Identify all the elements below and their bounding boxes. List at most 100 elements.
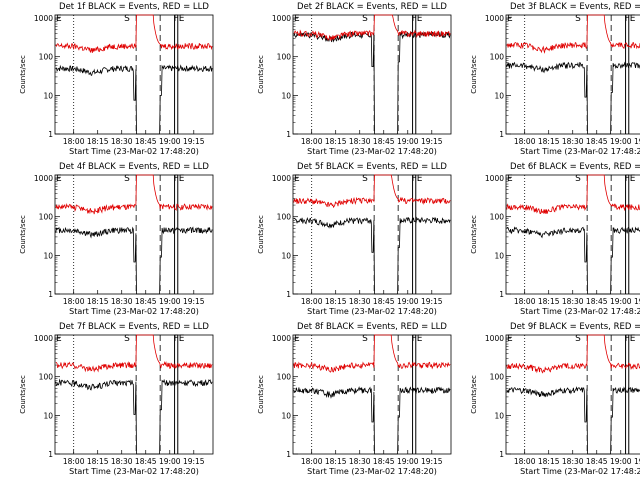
marker-label-fe: FE	[412, 14, 423, 24]
y-axis-label: Counts/sec	[257, 215, 265, 254]
x-tick-label: 19:15	[634, 297, 640, 306]
y-tick-label: 10	[494, 411, 504, 420]
x-tick-label: 18:00	[63, 457, 85, 466]
y-tick-label: 1	[48, 450, 53, 459]
x-tick-label: 18:15	[87, 137, 109, 146]
events-series-line	[506, 61, 640, 135]
marker-label-e: E	[294, 334, 300, 344]
events-series-line	[293, 386, 451, 455]
panel-title: Det 6f BLACK = Events, RED = LLD	[510, 162, 640, 172]
x-axis-label: Start Time (23-Mar-02 17:48:20)	[520, 147, 640, 156]
events-series-line	[55, 226, 213, 295]
marker-label-s: S	[362, 334, 368, 344]
marker-label-fe: FE	[174, 334, 185, 344]
x-tick-label: 18:30	[562, 137, 584, 146]
y-tick-label: 1	[499, 450, 504, 459]
marker-label-fe: FE	[625, 14, 636, 24]
y-tick-label: 100	[490, 53, 505, 62]
lld-series-line	[293, 14, 451, 41]
y-axis-label: Counts/sec	[470, 215, 478, 254]
x-tick-label: 19:15	[421, 457, 443, 466]
chart-panel: Det 9f BLACK = Events, RED = LLD 1 10 100 10…	[470, 322, 640, 476]
marker-label-e: E	[56, 174, 62, 184]
x-tick-label: 18:45	[586, 457, 608, 466]
x-tick-label: 18:15	[538, 137, 560, 146]
x-tick-label: 19:00	[610, 137, 632, 146]
events-series-line	[293, 31, 451, 135]
y-tick-label: 1	[286, 130, 291, 139]
y-tick-label: 10	[494, 91, 504, 100]
marker-label-fe: FE	[174, 14, 185, 24]
plot-frame	[292, 14, 452, 135]
y-axis-label: Counts/sec	[19, 55, 27, 94]
chart-panel: Det 5f BLACK = Events, RED = LLD 1 10 100 10…	[257, 162, 452, 316]
x-tick-label: 18:45	[586, 137, 608, 146]
y-tick-label: 1	[286, 450, 291, 459]
plot-frame	[505, 174, 640, 295]
marker-label-s: S	[362, 174, 368, 184]
lld-series-line	[293, 174, 451, 209]
x-tick-label: 18:30	[111, 457, 133, 466]
y-tick-label: 1000	[485, 334, 504, 343]
y-tick-label: 100	[39, 53, 54, 62]
y-tick-label: 1000	[34, 334, 53, 343]
y-tick-label: 10	[43, 411, 53, 420]
x-tick-label: 18:30	[562, 457, 584, 466]
events-series-line	[55, 378, 213, 455]
panel-title: Det 7f BLACK = Events, RED = LLD	[59, 322, 209, 332]
y-tick-label: 1	[286, 290, 291, 299]
events-series-line	[506, 386, 640, 455]
x-tick-label: 19:00	[159, 457, 181, 466]
x-tick-label: 19:00	[610, 297, 632, 306]
events-series-line	[55, 64, 213, 135]
lld-series-line	[55, 334, 213, 373]
marker-label-s: S	[124, 14, 130, 24]
x-tick-label: 18:30	[349, 457, 371, 466]
x-tick-label: 19:00	[397, 297, 419, 306]
y-tick-label: 1	[48, 290, 53, 299]
marker-label-fe: FE	[412, 334, 423, 344]
x-tick-label: 18:00	[301, 457, 323, 466]
y-axis-label: Counts/sec	[19, 215, 27, 254]
y-tick-label: 10	[43, 91, 53, 100]
panel-title: Det 9f BLACK = Events, RED = LLD	[510, 322, 640, 332]
lld-series-line	[55, 14, 213, 54]
x-axis-label: Start Time (23-Mar-02 17:48:20)	[69, 307, 199, 316]
chart-panel: Det 7f BLACK = Events, RED = LLD 1 10 100 10…	[19, 322, 214, 476]
plot-frame	[292, 334, 452, 455]
marker-label-e: E	[56, 14, 62, 24]
marker-label-e: E	[507, 334, 513, 344]
y-tick-label: 1000	[485, 14, 504, 23]
x-tick-label: 19:15	[634, 137, 640, 146]
y-axis-label: Counts/sec	[257, 55, 265, 94]
x-tick-label: 18:30	[349, 137, 371, 146]
x-tick-label: 18:45	[373, 297, 395, 306]
y-tick-label: 100	[490, 373, 505, 382]
y-tick-label: 100	[39, 213, 54, 222]
chart-panel: Det 3f BLACK = Events, RED = LLD 1 10 100 10…	[470, 2, 640, 156]
marker-label-s: S	[362, 14, 368, 24]
x-tick-label: 18:30	[562, 297, 584, 306]
x-tick-label: 18:45	[373, 457, 395, 466]
lld-series-line	[55, 174, 213, 215]
marker-label-s: S	[575, 174, 581, 184]
y-tick-label: 10	[43, 251, 53, 260]
x-axis-label: Start Time (23-Mar-02 17:48:20)	[307, 147, 437, 156]
chart-panel: Det 1f BLACK = Events, RED = LLD 1 10 100 10…	[19, 2, 214, 156]
y-axis-label: Counts/sec	[19, 375, 27, 414]
marker-label-e: E	[56, 334, 62, 344]
x-tick-label: 19:15	[421, 137, 443, 146]
y-tick-label: 100	[277, 213, 292, 222]
y-tick-label: 100	[490, 213, 505, 222]
x-axis-label: Start Time (23-Mar-02 17:48:20)	[520, 307, 640, 316]
y-axis-label: Counts/sec	[257, 375, 265, 414]
plot-frame	[54, 334, 214, 455]
x-tick-label: 18:00	[63, 137, 85, 146]
marker-label-s: S	[575, 334, 581, 344]
y-tick-label: 1	[499, 130, 504, 139]
y-tick-label: 10	[281, 91, 291, 100]
x-tick-label: 18:30	[349, 297, 371, 306]
y-tick-label: 100	[277, 373, 292, 382]
y-axis-label: Counts/sec	[470, 55, 478, 94]
